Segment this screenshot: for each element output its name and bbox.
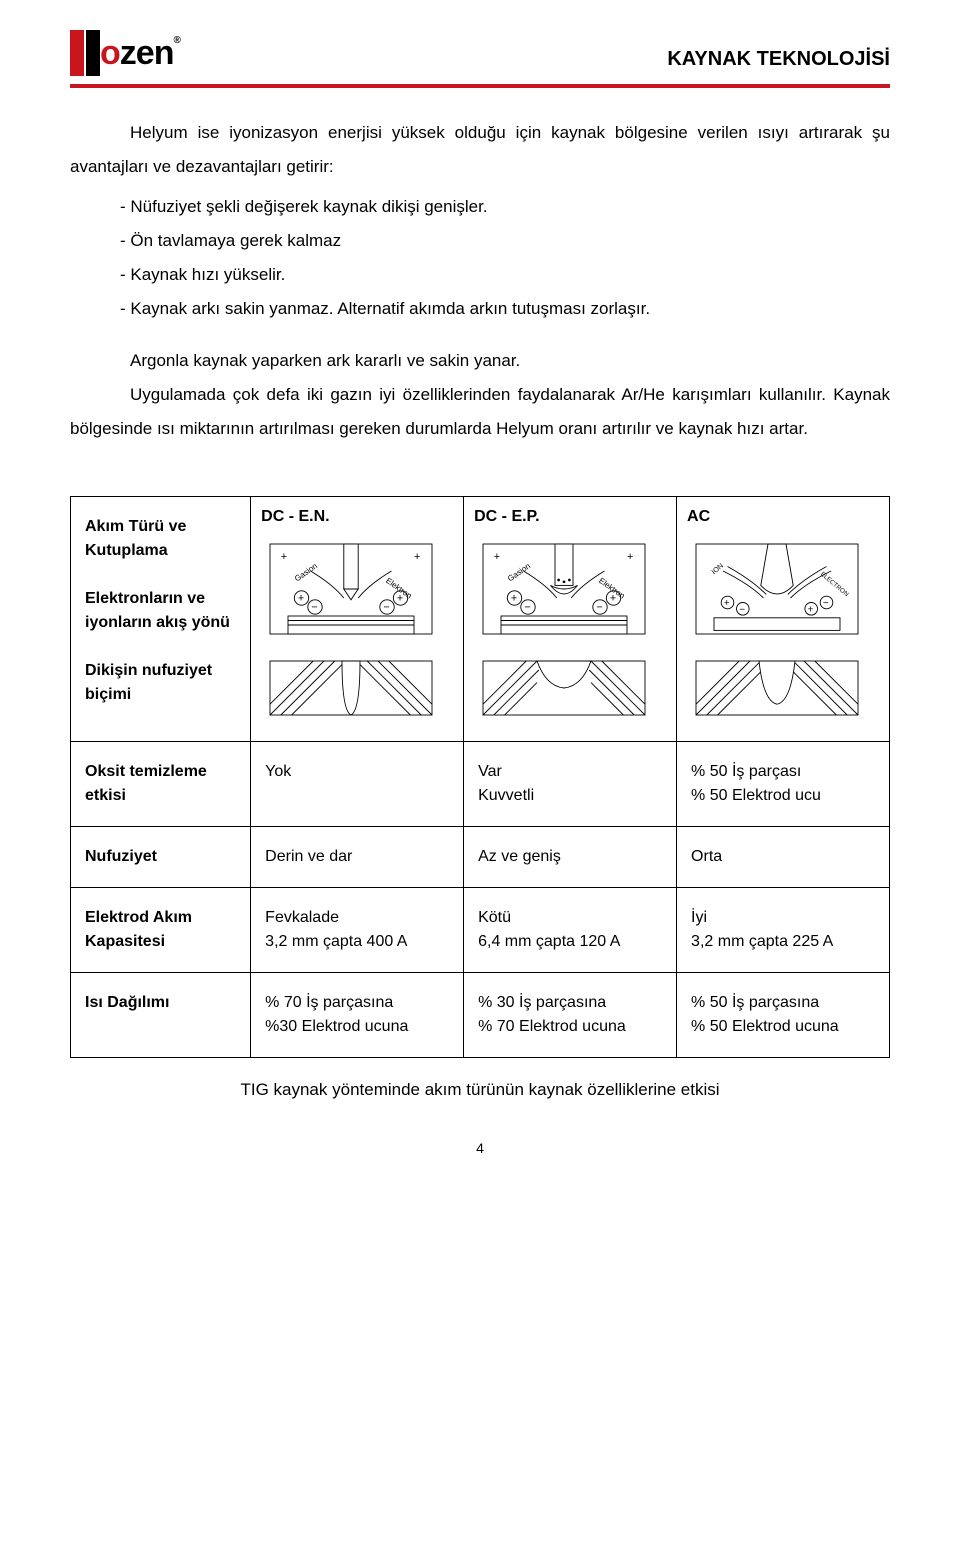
intro-p3: Uygulamada çok defa iki gazın iyi özelli… <box>70 378 890 446</box>
svg-text:Gasion: Gasion <box>506 561 532 583</box>
table-cell: Var Kuvvetli <box>464 742 677 827</box>
list-item: - Ön tavlamaya gerek kalmaz <box>70 224 890 258</box>
table-cell: % 50 İş parçası % 50 Elektrod ucu <box>677 742 890 827</box>
svg-text:ELECTRON: ELECTRON <box>819 571 850 599</box>
table-cell: Orta <box>677 827 890 888</box>
cell-dcep: DC - E.P. + + + + − − <box>464 497 677 742</box>
svg-text:+: + <box>494 551 500 563</box>
table-row: Elektrod Akım Kapasitesi Fevkalade 3,2 m… <box>71 888 890 973</box>
svg-text:−: − <box>312 602 318 614</box>
page-header: ozen® KAYNAK TEKNOLOJİSİ <box>70 30 890 76</box>
diagram-dcep: + + + + − − Gasion Elektron <box>474 535 654 733</box>
table-row: Akım Türü ve Kutuplama Elektronların ve … <box>71 497 890 742</box>
svg-text:Gasion: Gasion <box>293 561 319 583</box>
svg-text:−: − <box>597 602 603 614</box>
table-cell: Fevkalade 3,2 mm çapta 400 A <box>251 888 464 973</box>
svg-text:ION: ION <box>710 561 726 576</box>
page-title: KAYNAK TEKNOLOJİSİ <box>667 48 890 71</box>
logo-rest: zen <box>120 34 174 72</box>
svg-text:+: + <box>298 593 304 605</box>
table-cell: Yok <box>251 742 464 827</box>
list-item: - Nüfuziyet şekli değişerek kaynak dikiş… <box>70 190 890 224</box>
table-cell: % 30 İş parçasına % 70 Elektrod ucuna <box>464 973 677 1058</box>
document-page: ozen® KAYNAK TEKNOLOJİSİ Helyum ise iyon… <box>0 0 960 1196</box>
svg-text:+: + <box>281 551 287 563</box>
svg-text:+: + <box>808 604 814 615</box>
table-cell: İyi 3,2 mm çapta 225 A <box>677 888 890 973</box>
col-header: DC - E.N. <box>261 505 453 529</box>
list-item: - Kaynak arkı sakin yanmaz. Alternatif a… <box>70 292 890 326</box>
logo-bar-red <box>70 30 84 76</box>
logo-text: ozen® <box>100 36 180 70</box>
svg-text:+: + <box>627 551 633 563</box>
svg-text:+: + <box>414 551 420 563</box>
diagram-dcen: + + + + − − Gasion Elektron <box>261 535 441 733</box>
page-number: 4 <box>70 1140 890 1156</box>
row-label: Akım Türü ve Kutuplama Elektronların ve … <box>71 497 251 742</box>
table-cell: % 70 İş parçasına %30 Elektrod ucuna <box>251 973 464 1058</box>
svg-text:−: − <box>739 604 745 615</box>
col-header: AC <box>687 505 879 529</box>
svg-text:+: + <box>511 593 517 605</box>
cell-ac: AC + − − + ION ELECTRON <box>677 497 890 742</box>
brand-logo: ozen® <box>70 30 180 76</box>
cell-dcen: DC - E.N. + + + + − − Gasion <box>251 497 464 742</box>
row-label: Isı Dağılımı <box>71 973 251 1058</box>
row-label: Nufuziyet <box>71 827 251 888</box>
svg-text:−: − <box>525 602 531 614</box>
logo-letter-o: o <box>100 34 120 72</box>
row-label: Oksit temizleme etkisi <box>71 742 251 827</box>
svg-text:−: − <box>823 598 829 609</box>
logo-mark <box>70 30 100 76</box>
header-divider <box>70 84 890 88</box>
table-cell: Az ve geniş <box>464 827 677 888</box>
logo-registered: ® <box>173 35 179 46</box>
intro-p1: Helyum ise iyonizasyon enerjisi yüksek o… <box>70 116 890 184</box>
col-header: DC - E.P. <box>474 505 666 529</box>
body-text: Helyum ise iyonizasyon enerjisi yüksek o… <box>70 116 890 446</box>
svg-text:−: − <box>384 602 390 614</box>
logo-bar-black <box>86 30 100 76</box>
advantage-list: - Nüfuziyet şekli değişerek kaynak dikiş… <box>70 190 890 326</box>
table-row: Isı Dağılımı % 70 İş parçasına %30 Elekt… <box>71 973 890 1058</box>
row-label: Elektrod Akım Kapasitesi <box>71 888 251 973</box>
table-cell: Kötü 6,4 mm çapta 120 A <box>464 888 677 973</box>
svg-text:+: + <box>724 598 730 609</box>
table-caption: TIG kaynak yönteminde akım türünün kayna… <box>70 1080 890 1100</box>
diagram-ac: + − − + ION ELECTRON <box>687 535 867 733</box>
table-row: Nufuziyet Derin ve dar Az ve geniş Orta <box>71 827 890 888</box>
list-item: - Kaynak hızı yükselir. <box>70 258 890 292</box>
table-cell: % 50 İş parçasına % 50 Elektrod ucuna <box>677 973 890 1058</box>
intro-p2: Argonla kaynak yaparken ark kararlı ve s… <box>70 344 890 378</box>
table-cell: Derin ve dar <box>251 827 464 888</box>
comparison-table: Akım Türü ve Kutuplama Elektronların ve … <box>70 496 890 1058</box>
table-row: Oksit temizleme etkisi Yok Var Kuvvetli … <box>71 742 890 827</box>
